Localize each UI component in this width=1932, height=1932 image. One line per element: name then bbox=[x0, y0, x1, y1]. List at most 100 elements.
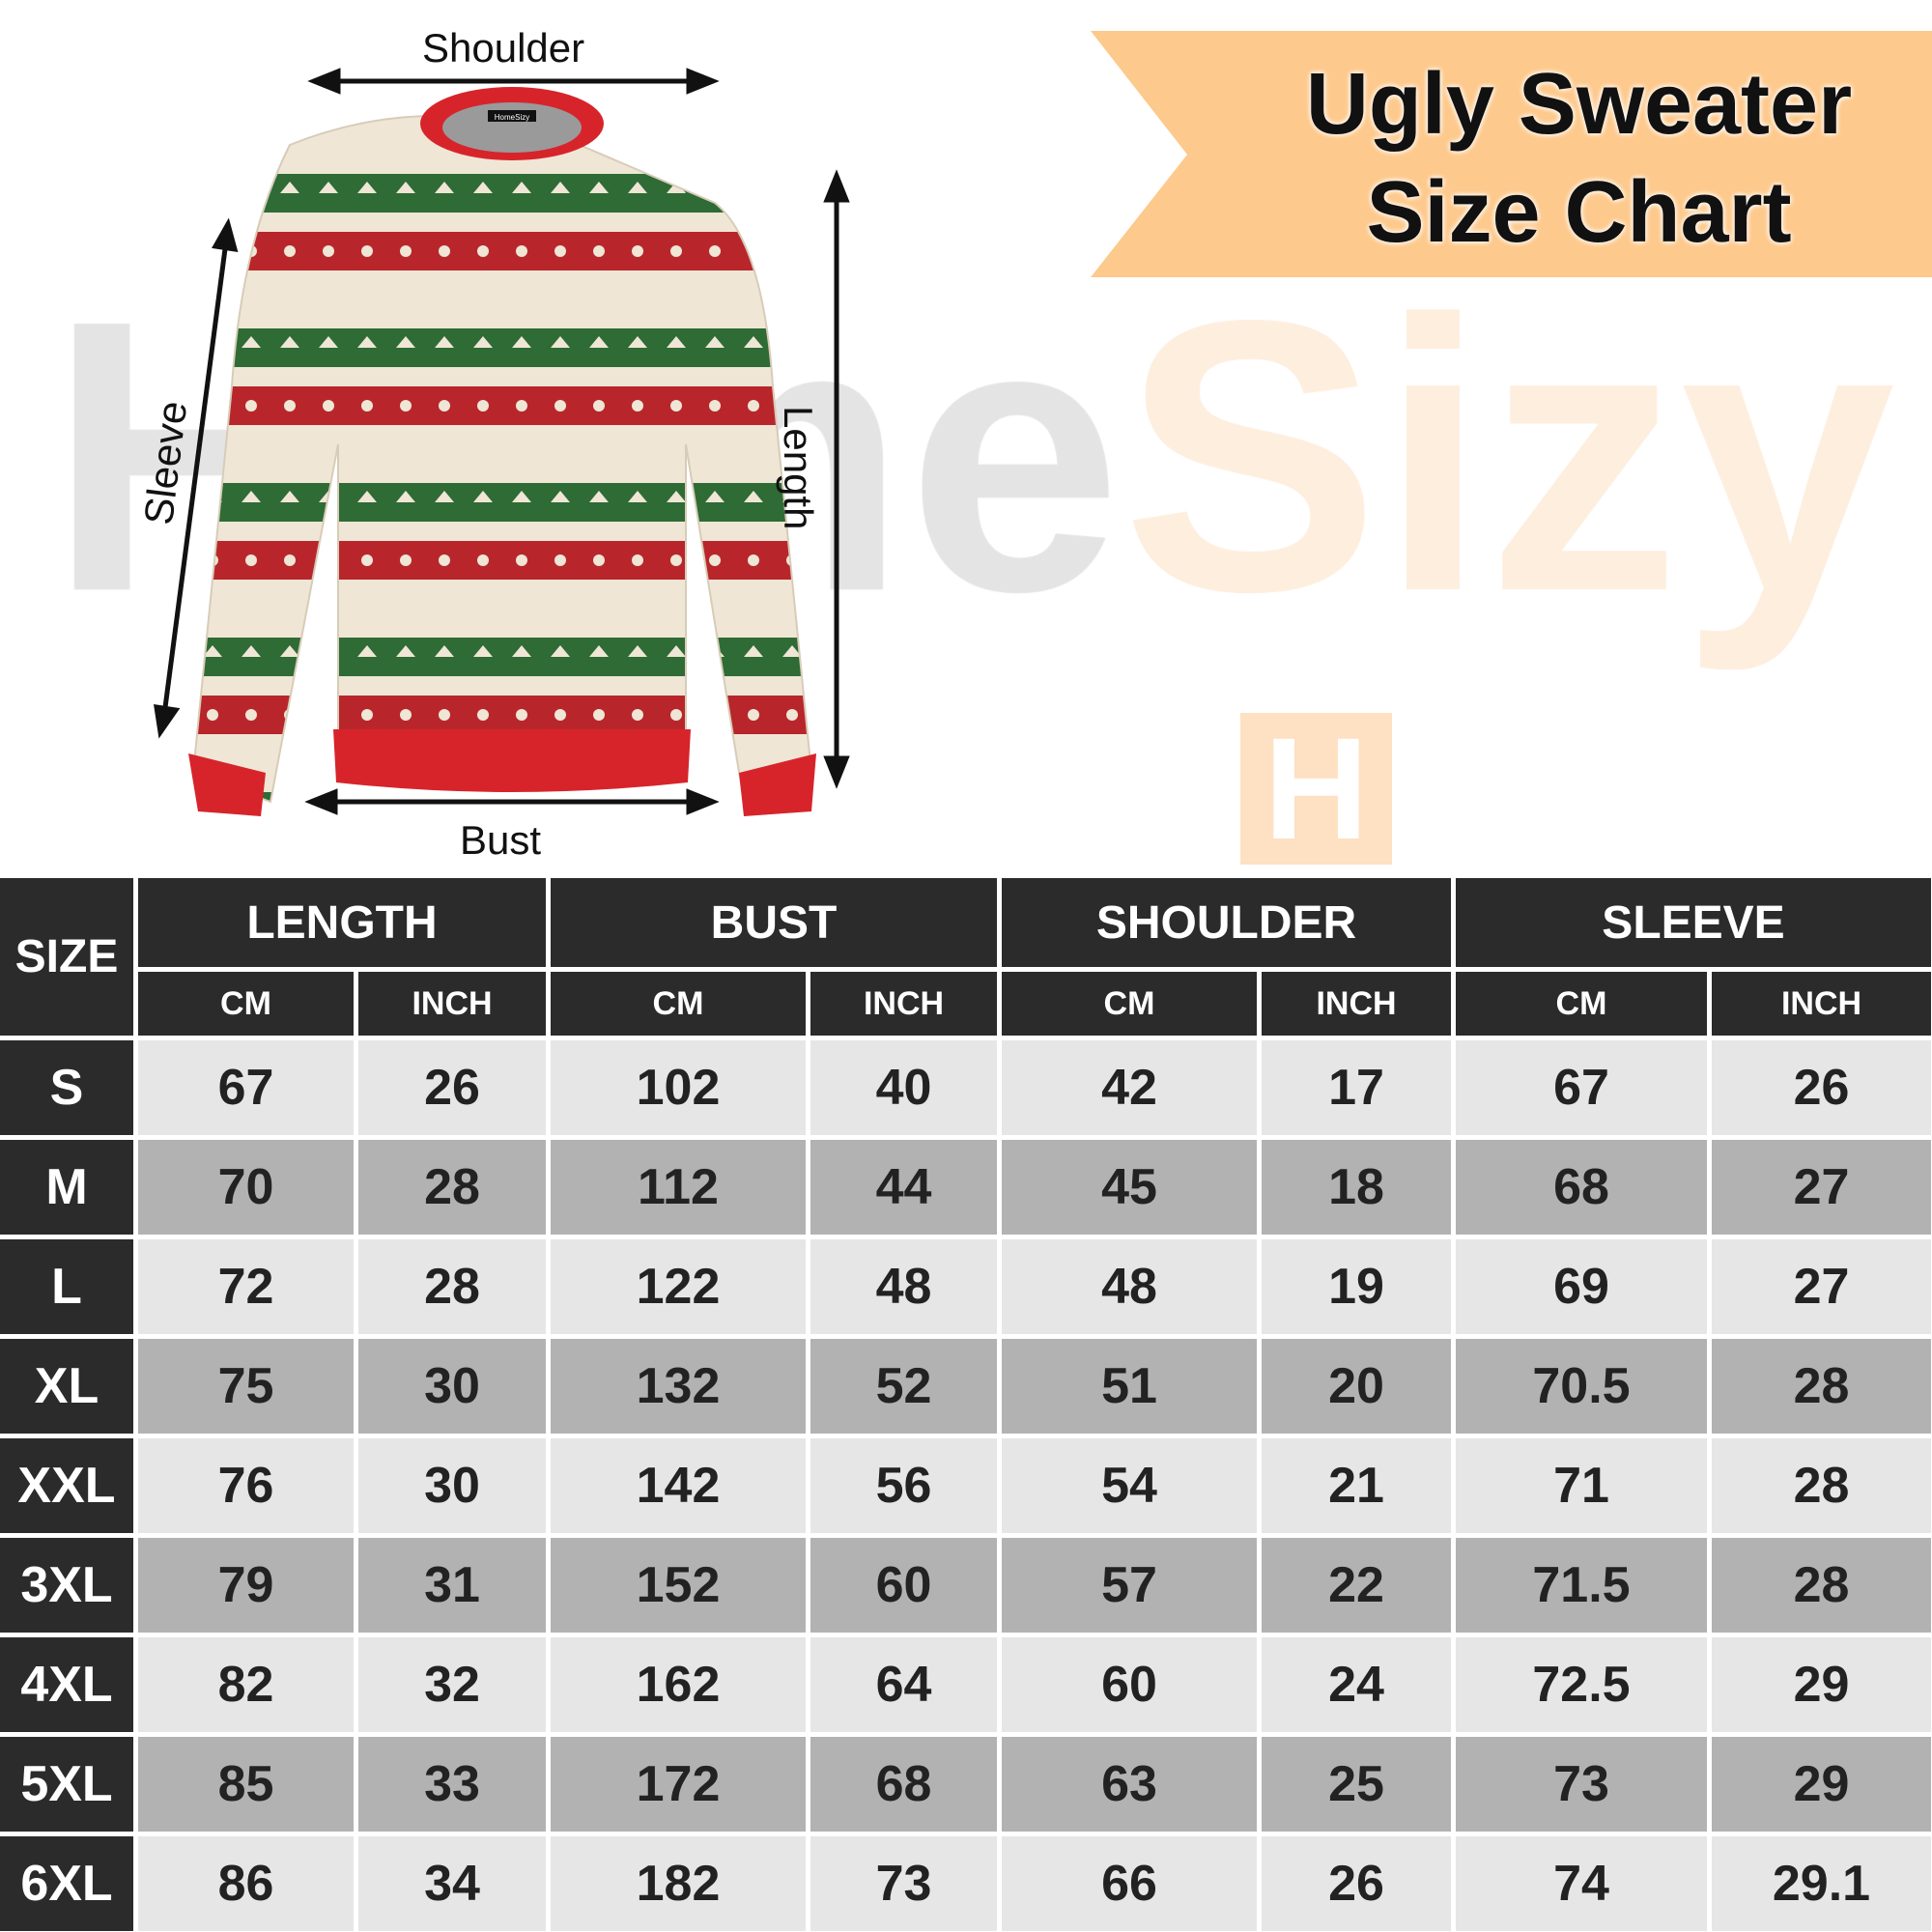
table-cell: 67 bbox=[138, 1040, 354, 1135]
table-cell: 30 bbox=[358, 1438, 546, 1533]
banner-shape bbox=[1091, 31, 1932, 277]
size-header: SIZE bbox=[0, 878, 133, 1036]
table-cell: 60 bbox=[810, 1538, 997, 1633]
table-cell: 51 bbox=[1002, 1339, 1257, 1434]
unit-header-inch: INCH bbox=[1262, 972, 1451, 1036]
table-cell: 29.1 bbox=[1712, 1836, 1931, 1931]
table-cell: 57 bbox=[1002, 1538, 1257, 1633]
table-cell: 21 bbox=[1262, 1438, 1451, 1533]
table-cell: 69 bbox=[1456, 1239, 1707, 1334]
size-label: 3XL bbox=[0, 1538, 133, 1633]
table-cell: 70.5 bbox=[1456, 1339, 1707, 1434]
table-cell: 18 bbox=[1262, 1140, 1451, 1235]
table-cell: 162 bbox=[551, 1637, 806, 1732]
table-cell: 26 bbox=[1712, 1040, 1931, 1135]
group-header-length: LENGTH bbox=[138, 878, 546, 967]
table-cell: 73 bbox=[1456, 1737, 1707, 1832]
unit-header-inch: INCH bbox=[358, 972, 546, 1036]
title-banner: Ugly Sweater Size Chart bbox=[1091, 31, 1932, 277]
group-header-shoulder: SHOULDER bbox=[1002, 878, 1451, 967]
table-cell: 28 bbox=[358, 1239, 546, 1334]
table-cell: 31 bbox=[358, 1538, 546, 1633]
table-cell: 132 bbox=[551, 1339, 806, 1434]
table-cell: 19 bbox=[1262, 1239, 1451, 1334]
size-label: L bbox=[0, 1239, 133, 1334]
unit-header-inch: INCH bbox=[1712, 972, 1931, 1036]
table-cell: 20 bbox=[1262, 1339, 1451, 1434]
table-cell: 44 bbox=[810, 1140, 997, 1235]
table-cell: 33 bbox=[358, 1737, 546, 1832]
table-cell: 28 bbox=[1712, 1438, 1931, 1533]
table-cell: 26 bbox=[358, 1040, 546, 1135]
table-cell: 26 bbox=[1262, 1836, 1451, 1931]
table-cell: 66 bbox=[1002, 1836, 1257, 1931]
table-cell: 72 bbox=[138, 1239, 354, 1334]
table-cell: 56 bbox=[810, 1438, 997, 1533]
table-cell: 17 bbox=[1262, 1040, 1451, 1135]
unit-header-inch: INCH bbox=[810, 972, 997, 1036]
table-cell: 54 bbox=[1002, 1438, 1257, 1533]
table-cell: 79 bbox=[138, 1538, 354, 1633]
watermark-logo: H bbox=[1240, 713, 1392, 865]
sweater-diagram: HomeSizy bbox=[154, 68, 850, 816]
table-cell: 29 bbox=[1712, 1737, 1931, 1832]
table-cell: 75 bbox=[138, 1339, 354, 1434]
table-cell: 73 bbox=[810, 1836, 997, 1931]
table-cell: 64 bbox=[810, 1637, 997, 1732]
table-cell: 45 bbox=[1002, 1140, 1257, 1235]
table-cell: 72.5 bbox=[1456, 1637, 1707, 1732]
table-cell: 24 bbox=[1262, 1637, 1451, 1732]
table-cell: 85 bbox=[138, 1737, 354, 1832]
table-cell: 25 bbox=[1262, 1737, 1451, 1832]
bust-label: Bust bbox=[460, 817, 542, 863]
table-cell: 48 bbox=[810, 1239, 997, 1334]
size-label: S bbox=[0, 1040, 133, 1135]
group-header-bust: BUST bbox=[551, 878, 997, 967]
table-cell: 112 bbox=[551, 1140, 806, 1235]
unit-header-cm: CM bbox=[551, 972, 806, 1036]
table-cell: 22 bbox=[1262, 1538, 1451, 1633]
table-cell: 71 bbox=[1456, 1438, 1707, 1533]
table-cell: 102 bbox=[551, 1040, 806, 1135]
table-cell: 28 bbox=[1712, 1339, 1931, 1434]
table-cell: 27 bbox=[1712, 1239, 1931, 1334]
table-cell: 30 bbox=[358, 1339, 546, 1434]
table-cell: 40 bbox=[810, 1040, 997, 1135]
table-cell: 34 bbox=[358, 1836, 546, 1931]
unit-header-cm: CM bbox=[1456, 972, 1707, 1036]
unit-header-cm: CM bbox=[1002, 972, 1257, 1036]
measure-arrows bbox=[154, 68, 850, 815]
size-label: M bbox=[0, 1140, 133, 1235]
size-label: XXL bbox=[0, 1438, 133, 1533]
table-cell: 71.5 bbox=[1456, 1538, 1707, 1633]
table-cell: 172 bbox=[551, 1737, 806, 1832]
size-label: 6XL bbox=[0, 1836, 133, 1931]
table-cell: 32 bbox=[358, 1637, 546, 1732]
table-cell: 28 bbox=[358, 1140, 546, 1235]
table-cell: 29 bbox=[1712, 1637, 1931, 1732]
group-header-sleeve: SLEEVE bbox=[1456, 878, 1931, 967]
table-cell: 60 bbox=[1002, 1637, 1257, 1732]
table-cell: 152 bbox=[551, 1538, 806, 1633]
length-label: Length bbox=[776, 406, 821, 530]
size-label: 5XL bbox=[0, 1737, 133, 1832]
title-line-1: Ugly Sweater bbox=[1305, 56, 1853, 153]
size-label: XL bbox=[0, 1339, 133, 1434]
table-cell: 182 bbox=[551, 1836, 806, 1931]
shoulder-label: Shoulder bbox=[422, 25, 585, 71]
table-cell: 74 bbox=[1456, 1836, 1707, 1931]
table-cell: 63 bbox=[1002, 1737, 1257, 1832]
table-cell: 76 bbox=[138, 1438, 354, 1533]
size-label: 4XL bbox=[0, 1637, 133, 1732]
table-cell: 86 bbox=[138, 1836, 354, 1931]
table-cell: 70 bbox=[138, 1140, 354, 1235]
size-table: SIZE LENGTH BUST SHOULDER SLEEVE CM INCH CM INCH… bbox=[0, 878, 1932, 1932]
sweater-tag: HomeSizy bbox=[495, 113, 529, 122]
table-cell: 68 bbox=[1456, 1140, 1707, 1235]
table-cell: 142 bbox=[551, 1438, 806, 1533]
unit-header-cm: CM bbox=[138, 972, 354, 1036]
table-cell: 27 bbox=[1712, 1140, 1931, 1235]
table-cell: 42 bbox=[1002, 1040, 1257, 1135]
table-cell: 67 bbox=[1456, 1040, 1707, 1135]
table-cell: 48 bbox=[1002, 1239, 1257, 1334]
